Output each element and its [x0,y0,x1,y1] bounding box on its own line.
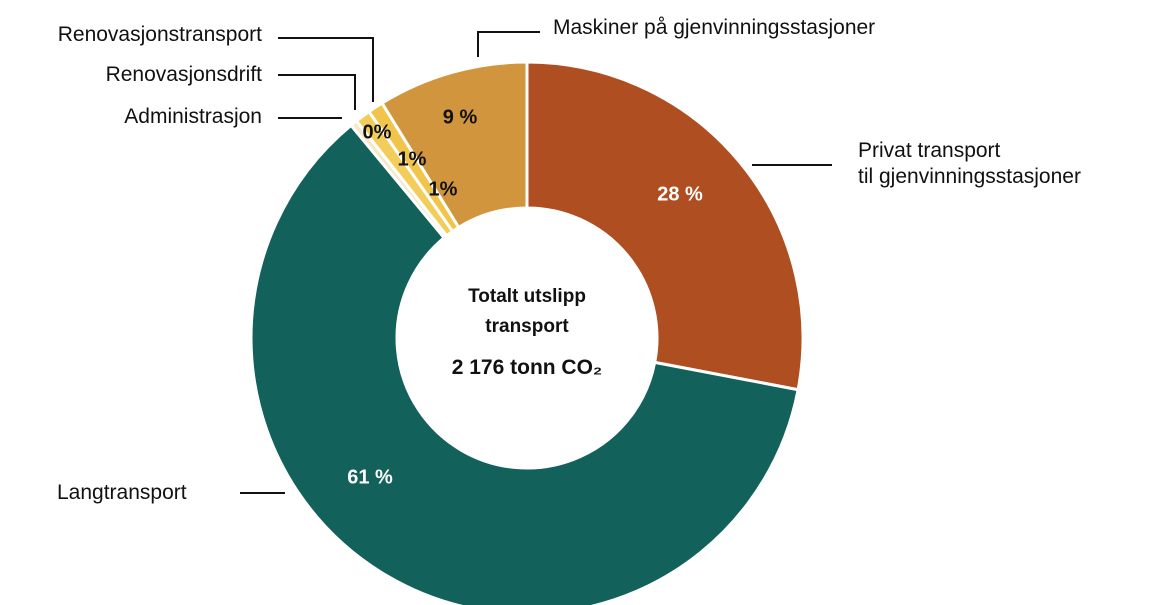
leader-line [278,74,356,110]
category-label: Administrasjon [124,105,262,128]
leader-line [477,31,540,57]
leader-lines [240,31,832,494]
data-label: 28 % [657,183,703,206]
category-label: Langtransport [57,481,187,504]
donut-slice [525,60,805,392]
category-label: Privat transport til gjenvinningsstasjon… [858,139,1081,188]
donut-slice [380,60,529,229]
data-label: 0% [362,121,392,144]
data-label: 1% [397,148,427,171]
donut-slice [249,123,800,605]
category-label: Renovasjonsdrift [105,63,262,86]
category-label: Renovasjonstransport [57,23,262,46]
total-label: 2 176 tonn CO₂ [451,356,603,379]
center-label: Totalt utslipp transport [468,286,586,337]
data-label: 9 % [442,106,478,129]
data-label: 1% [428,178,458,201]
data-label: 61 % [347,466,393,489]
leader-line [278,37,374,102]
category-label: Maskiner på gjenvinningsstasjoner [553,16,876,39]
